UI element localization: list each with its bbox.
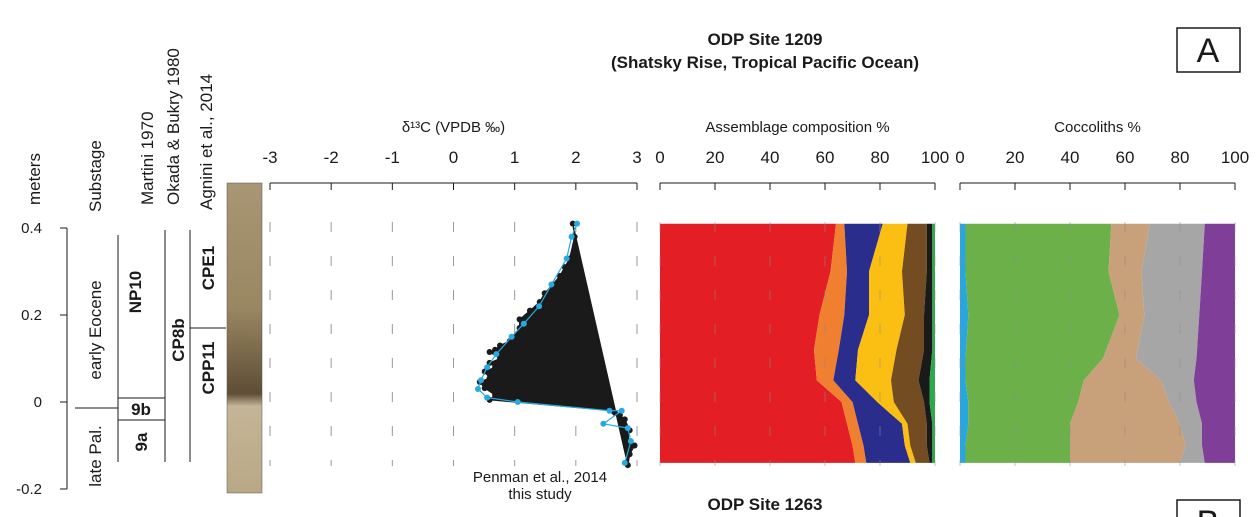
x-axis-label: Coccoliths % (1054, 119, 1141, 136)
x-tick-label: 40 (1061, 148, 1080, 167)
title: ODP Site 1209 (708, 30, 823, 49)
substage-label: early Eocene (86, 280, 105, 379)
core-photo (226, 182, 263, 494)
x-tick-label: 100 (1221, 148, 1249, 167)
point (514, 399, 521, 405)
area (929, 223, 935, 463)
point (631, 442, 638, 449)
x-tick-label: 1 (510, 148, 519, 167)
next-title: ODP Site 1263 (708, 495, 823, 514)
point (493, 351, 500, 358)
point (484, 364, 491, 371)
point (481, 385, 488, 392)
x-tick-label: -2 (324, 148, 339, 167)
point (496, 355, 503, 362)
area (1070, 223, 1186, 463)
point (569, 220, 576, 227)
area (855, 223, 916, 463)
area (960, 223, 969, 463)
x-tick-label: 60 (816, 148, 835, 167)
y-tick-label: 0 (34, 394, 42, 411)
panel-label: B (1197, 504, 1220, 517)
area (1193, 223, 1235, 463)
point (492, 392, 499, 399)
point (516, 316, 523, 323)
point (520, 320, 527, 327)
column-header: Okada & Bukry 1980 (164, 48, 183, 205)
x-axis-label: δ¹³C (VPDB ‰) (402, 119, 505, 136)
point (536, 303, 543, 310)
point (548, 281, 555, 288)
point (486, 375, 493, 382)
legend-label: Penman et al., 2014 (473, 469, 607, 486)
zone-label: 9a (132, 432, 151, 451)
point (600, 420, 607, 427)
point (486, 348, 493, 355)
point (574, 220, 581, 227)
point (621, 416, 628, 423)
subtitle: (Shatsky Rise, Tropical Pacific Ocean) (611, 53, 919, 72)
zone-label: CPP11 (199, 342, 218, 395)
point (484, 394, 491, 401)
zone-label: NP10 (126, 271, 145, 314)
point (624, 425, 631, 432)
x-tick-label: -3 (262, 148, 277, 167)
legend-label: this study (508, 486, 572, 503)
point (478, 377, 485, 384)
area (965, 223, 1120, 463)
point (568, 233, 575, 240)
substage-label: late Pal. (86, 425, 105, 486)
area (814, 223, 867, 463)
x-tick-label: 0 (955, 148, 964, 167)
column-header: Agnini et al., 2014 (197, 74, 216, 210)
panel-box (1176, 499, 1241, 517)
point (621, 459, 628, 466)
x-tick-label: 60 (1116, 148, 1135, 167)
x-tick-label: 0 (449, 148, 458, 167)
point (496, 342, 503, 349)
point (556, 272, 563, 279)
x-tick-label: 100 (921, 148, 949, 167)
zone-label: CPE1 (199, 246, 218, 290)
y-axis-label: meters (25, 153, 44, 205)
area (478, 223, 636, 466)
x-axis-label: Assemblage composition % (705, 119, 889, 136)
zone-lines (75, 230, 226, 462)
area (660, 223, 856, 463)
x-tick-label: 20 (1006, 148, 1025, 167)
area (833, 223, 911, 463)
next-panel: B (1176, 499, 1241, 517)
x-tick-label: -1 (385, 148, 400, 167)
panel-box (1176, 27, 1241, 73)
x-tick-label: 20 (706, 148, 725, 167)
column-header: Substage (86, 140, 105, 212)
x-tick-label: 80 (871, 148, 890, 167)
point (618, 407, 625, 414)
panel-label: A (1197, 32, 1220, 70)
x-tick-label: 80 (1171, 148, 1190, 167)
point (474, 385, 481, 392)
point (492, 364, 499, 371)
point (508, 333, 515, 340)
zone-label: CP8b (169, 318, 188, 361)
y-tick-label: 0.2 (21, 307, 42, 324)
y-tick-label: 0.4 (21, 220, 42, 237)
x-tick-label: 40 (761, 148, 780, 167)
area (1136, 223, 1205, 463)
point (627, 438, 634, 445)
x-tick-label: 3 (632, 148, 641, 167)
column-header: Martini 1970 (138, 111, 157, 205)
y-tick-label: -0.2 (16, 481, 42, 498)
point (563, 255, 570, 262)
area (918, 223, 933, 463)
x-tick-label: 0 (655, 148, 664, 167)
point (526, 307, 533, 314)
area (891, 223, 930, 463)
zone-label: 9b (131, 400, 151, 419)
point (561, 264, 568, 271)
point (606, 407, 613, 414)
x-tick-label: 2 (571, 148, 580, 167)
